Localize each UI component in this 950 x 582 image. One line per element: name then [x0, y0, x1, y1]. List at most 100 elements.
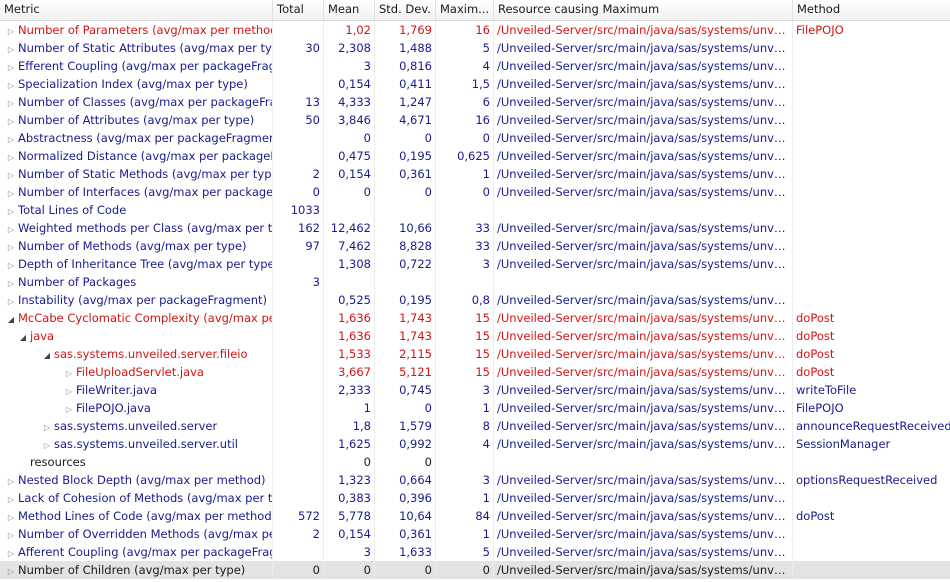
- table-row[interactable]: ▷ Number of Static Attributes (avg/max pe…: [0, 39, 950, 57]
- collapsed-triangle-icon[interactable]: ▷: [43, 423, 51, 432]
- table-row[interactable]: ▷ Method Lines of Code (avg/max per metho…: [0, 507, 950, 525]
- total-cell: [273, 147, 324, 165]
- metric-label: resources: [30, 455, 86, 469]
- collapsed-triangle-icon[interactable]: ▷: [7, 513, 15, 522]
- metric-cell: ▷ FilePOJO.java: [0, 399, 273, 417]
- table-row[interactable]: ▷ Number of Static Methods (avg/max per t…: [0, 165, 950, 183]
- collapsed-triangle-icon[interactable]: ▷: [7, 225, 15, 234]
- table-row[interactable]: ◢ McCabe Cyclomatic Complexity (avg/max p…: [0, 309, 950, 327]
- expanded-triangle-icon[interactable]: ◢: [43, 351, 51, 360]
- collapsed-triangle-icon[interactable]: ▷: [7, 297, 15, 306]
- mean-cell: 2,333: [324, 381, 375, 399]
- table-row[interactable]: ▷ Number of Overridden Methods (avg/max p…: [0, 525, 950, 543]
- collapsed-triangle-icon[interactable]: ▷: [7, 99, 15, 108]
- expanded-triangle-icon[interactable]: ◢: [19, 333, 27, 342]
- total-cell: [273, 75, 324, 93]
- table-row[interactable]: ▷ Abstractness (avg/max per packageFragme…: [0, 129, 950, 147]
- table-row[interactable]: ▷ Number of Packages 3: [0, 273, 950, 291]
- mean-cell: 0: [324, 183, 375, 201]
- collapsed-triangle-icon[interactable]: ▷: [7, 153, 15, 162]
- maximum-cell: 8: [436, 417, 494, 435]
- table-row[interactable]: ▷ sas.systems.unveiled.server.util 1,625 0,…: [0, 435, 950, 453]
- collapsed-triangle-icon[interactable]: ▷: [65, 405, 73, 414]
- collapsed-triangle-icon[interactable]: ▷: [43, 441, 51, 450]
- table-row[interactable]: ◢ java 1,636 1,743 15/Unveiled-Server/src/ma…: [0, 327, 950, 345]
- total-cell: [273, 543, 324, 561]
- total-cell: [273, 255, 324, 273]
- metric-cell: ▷ Number of Children (avg/max per type): [0, 561, 273, 579]
- collapsed-triangle-icon[interactable]: ▷: [65, 369, 73, 378]
- table-row[interactable]: ▷ Specialization Index (avg/max per type)…: [0, 75, 950, 93]
- column-header-std-dev[interactable]: Std. Dev.: [375, 0, 436, 20]
- collapsed-triangle-icon[interactable]: ▷: [7, 63, 15, 72]
- collapsed-triangle-icon[interactable]: ▷: [7, 549, 15, 558]
- table-row[interactable]: ▷ Instability (avg/max per packageFragmen…: [0, 291, 950, 309]
- collapsed-triangle-icon[interactable]: ▷: [7, 279, 15, 288]
- maximum-cell: 1: [436, 489, 494, 507]
- std-dev-cell: 2,115: [375, 345, 436, 363]
- std-dev-cell: 5,121: [375, 363, 436, 381]
- column-header-metric[interactable]: Metric: [0, 0, 273, 20]
- table-row[interactable]: ▷ Depth of Inheritance Tree (avg/max per …: [0, 255, 950, 273]
- table-row[interactable]: ▷ Number of Parameters (avg/max per metho…: [0, 21, 950, 39]
- table-row[interactable]: ▷ Normalized Distance (avg/max per packag…: [0, 147, 950, 165]
- metric-label: sas.systems.unveiled.server.fileio: [54, 347, 248, 361]
- collapsed-triangle-icon[interactable]: ▷: [7, 567, 15, 576]
- method-cell: doPost: [796, 329, 835, 343]
- table-row[interactable]: ▷ Total Lines of Code 1033: [0, 201, 950, 219]
- resource-cell: /Unveiled-Server/src/main/java/sas/syste…: [494, 345, 793, 363]
- collapsed-triangle-icon[interactable]: ▷: [7, 27, 15, 36]
- table-row[interactable]: ▷ Number of Children (avg/max per type) 0 0…: [0, 561, 950, 579]
- table-row[interactable]: ▷ Lack of Cohesion of Methods (avg/max pe…: [0, 489, 950, 507]
- metric-cell: resources: [0, 453, 273, 471]
- collapsed-triangle-icon[interactable]: ▷: [7, 477, 15, 486]
- table-row[interactable]: ▷ FilePOJO.java 1 0 1/Unveiled-Server/src/ma…: [0, 399, 950, 417]
- collapsed-triangle-icon[interactable]: ▷: [7, 81, 15, 90]
- table-row[interactable]: ▷ FileWriter.java 2,333 0,745 3/Unveiled-Ser…: [0, 381, 950, 399]
- table-row[interactable]: ▷ Nested Block Depth (avg/max per method)…: [0, 471, 950, 489]
- collapsed-triangle-icon[interactable]: ▷: [7, 171, 15, 180]
- collapsed-triangle-icon[interactable]: ▷: [7, 189, 15, 198]
- metric-cell: ▷ Number of Parameters (avg/max per metho…: [0, 21, 273, 39]
- table-row[interactable]: ▷ sas.systems.unveiled.server 1,8 1,579 8/Un…: [0, 417, 950, 435]
- table-row[interactable]: ▷ Weighted methods per Class (avg/max per…: [0, 219, 950, 237]
- table-row[interactable]: ▷ Number of Classes (avg/max per packageF…: [0, 93, 950, 111]
- collapsed-triangle-icon[interactable]: ▷: [7, 261, 15, 270]
- resource-cell: /Unveiled-Server/src/main/java/sas/syste…: [494, 417, 793, 435]
- collapsed-triangle-icon[interactable]: ▷: [7, 495, 15, 504]
- metric-cell: ▷ Number of Interfaces (avg/max per packa…: [0, 183, 273, 201]
- collapsed-triangle-icon[interactable]: ▷: [7, 117, 15, 126]
- metric-label: Number of Interfaces (avg/max per packag…: [18, 185, 273, 199]
- column-header-method[interactable]: Method: [797, 2, 841, 16]
- column-header-mean[interactable]: Mean: [324, 0, 375, 20]
- metric-label: FileUploadServlet.java: [76, 365, 204, 379]
- total-cell: [273, 345, 324, 363]
- collapsed-triangle-icon[interactable]: ▷: [7, 45, 15, 54]
- collapsed-triangle-icon[interactable]: ▷: [7, 531, 15, 540]
- resource-cell: /Unveiled-Server/src/main/java/sas/syste…: [494, 507, 793, 525]
- table-row[interactable]: ▷ Number of Attributes (avg/max per type)…: [0, 111, 950, 129]
- collapsed-triangle-icon[interactable]: ▷: [7, 207, 15, 216]
- mean-cell: 1,636: [324, 309, 375, 327]
- expanded-triangle-icon[interactable]: ◢: [7, 315, 15, 324]
- table-row[interactable]: ▷ Afferent Coupling (avg/max per packageF…: [0, 543, 950, 561]
- resource-cell: /Unveiled-Server/src/main/java/sas/syste…: [494, 21, 793, 39]
- table-row[interactable]: ▷ FileUploadServlet.java 3,667 5,121 15/Unve…: [0, 363, 950, 381]
- collapsed-triangle-icon[interactable]: ▷: [7, 135, 15, 144]
- table-row[interactable]: ◢ sas.systems.unveiled.server.fileio 1,533…: [0, 345, 950, 363]
- table-row[interactable]: ▷ Number of Interfaces (avg/max per packa…: [0, 183, 950, 201]
- total-cell: [273, 129, 324, 147]
- column-header-maximum[interactable]: Maxim...: [436, 0, 494, 20]
- table-row[interactable]: resources 0 0: [0, 453, 950, 471]
- collapsed-triangle-icon[interactable]: ▷: [7, 243, 15, 252]
- metric-cell: ▷ Number of Packages: [0, 273, 273, 291]
- method-cell: doPost: [796, 365, 835, 379]
- method-cell: [793, 237, 950, 255]
- table-row[interactable]: ▷ Efferent Coupling (avg/max per packageF…: [0, 57, 950, 75]
- table-row[interactable]: ▷ Number of Methods (avg/max per type) 97 7…: [0, 237, 950, 255]
- collapsed-triangle-icon[interactable]: ▷: [65, 387, 73, 396]
- mean-cell: 0: [324, 561, 375, 579]
- column-header-resource[interactable]: Resource causing Maximum: [494, 0, 793, 20]
- std-dev-cell: 0: [375, 183, 436, 201]
- column-header-total[interactable]: Total: [273, 0, 324, 20]
